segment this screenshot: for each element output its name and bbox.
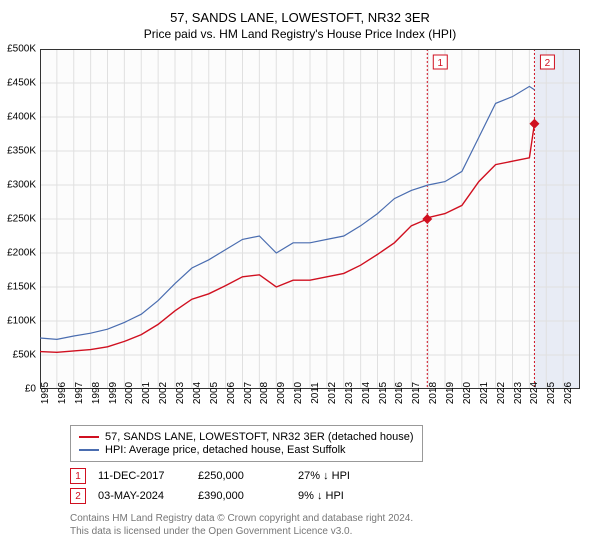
x-tick-label: 2002 <box>158 382 169 404</box>
x-tick-label: 1995 <box>40 382 51 404</box>
x-tick-label: 2007 <box>243 382 254 404</box>
x-tick-label: 2018 <box>428 382 439 404</box>
y-tick-label: £450K <box>7 78 36 89</box>
x-tick-label: 1997 <box>74 382 85 404</box>
x-tick-label: 2016 <box>394 382 405 404</box>
legend-item: 57, SANDS LANE, LOWESTOFT, NR32 3ER (det… <box>79 431 414 443</box>
x-tick-label: 2008 <box>259 382 270 404</box>
x-tick-label: 2017 <box>411 382 422 404</box>
y-tick-label: £300K <box>7 180 36 191</box>
legend-swatch <box>79 436 99 438</box>
x-tick-label: 2012 <box>327 382 338 404</box>
sale-price: £390,000 <box>198 490 298 502</box>
x-tick-label: 2010 <box>293 382 304 404</box>
price-chart: 12 £0£50K£100K£150K£200K£250K£300K£350K£… <box>40 49 580 389</box>
svg-text:1: 1 <box>438 58 444 69</box>
x-tick-label: 1999 <box>108 382 119 404</box>
y-tick-label: £250K <box>7 214 36 225</box>
sale-price: £250,000 <box>198 470 298 482</box>
sale-marker-box: 2 <box>70 488 86 504</box>
sale-row: 2 03-MAY-2024£390,0009% ↓ HPI <box>70 488 580 504</box>
x-tick-label: 2025 <box>546 382 557 404</box>
legend-swatch <box>79 449 99 451</box>
x-tick-label: 2021 <box>479 382 490 404</box>
x-tick-label: 2020 <box>462 382 473 404</box>
x-tick-label: 2013 <box>344 382 355 404</box>
page-title: 57, SANDS LANE, LOWESTOFT, NR32 3ER <box>20 10 580 25</box>
x-tick-label: 2000 <box>124 382 135 404</box>
x-tick-label: 2001 <box>141 382 152 404</box>
page-subtitle: Price paid vs. HM Land Registry's House … <box>20 27 580 41</box>
x-tick-label: 2009 <box>276 382 287 404</box>
x-tick-label: 2024 <box>529 382 540 404</box>
footer: Contains HM Land Registry data © Crown c… <box>70 512 580 538</box>
x-tick-label: 2019 <box>445 382 456 404</box>
y-tick-label: £500K <box>7 44 36 55</box>
legend-label: HPI: Average price, detached house, East… <box>105 444 346 456</box>
x-tick-label: 2006 <box>226 382 237 404</box>
y-tick-label: £350K <box>7 146 36 157</box>
x-tick-label: 2005 <box>209 382 220 404</box>
sales-table: 1 11-DEC-2017£250,00027% ↓ HPI 2 03-MAY-202… <box>20 468 580 504</box>
x-tick-label: 2023 <box>513 382 524 404</box>
y-tick-label: £400K <box>7 112 36 123</box>
x-tick-label: 2003 <box>175 382 186 404</box>
x-tick-label: 2022 <box>496 382 507 404</box>
y-tick-label: £0 <box>25 384 36 395</box>
footer-line: This data is licensed under the Open Gov… <box>70 525 580 538</box>
x-tick-label: 2015 <box>378 382 389 404</box>
sale-date: 03-MAY-2024 <box>98 490 198 502</box>
y-tick-label: £50K <box>13 350 36 361</box>
footer-line: Contains HM Land Registry data © Crown c… <box>70 512 580 525</box>
svg-text:2: 2 <box>545 58 551 69</box>
x-tick-label: 2014 <box>361 382 372 404</box>
x-tick-label: 2004 <box>192 382 203 404</box>
x-tick-label: 2011 <box>310 382 321 404</box>
sale-hpi-diff: 9% ↓ HPI <box>298 490 398 502</box>
legend: 57, SANDS LANE, LOWESTOFT, NR32 3ER (det… <box>70 425 423 462</box>
chart-svg: 12 <box>40 49 580 389</box>
x-tick-label: 1996 <box>57 382 68 404</box>
y-tick-label: £200K <box>7 248 36 259</box>
legend-item: HPI: Average price, detached house, East… <box>79 444 414 456</box>
x-tick-label: 2026 <box>563 382 574 404</box>
y-tick-label: £100K <box>7 316 36 327</box>
sale-row: 1 11-DEC-2017£250,00027% ↓ HPI <box>70 468 580 484</box>
legend-label: 57, SANDS LANE, LOWESTOFT, NR32 3ER (det… <box>105 431 414 443</box>
sale-marker-box: 1 <box>70 468 86 484</box>
x-tick-label: 1998 <box>91 382 102 404</box>
sale-hpi-diff: 27% ↓ HPI <box>298 470 398 482</box>
sale-date: 11-DEC-2017 <box>98 470 198 482</box>
y-tick-label: £150K <box>7 282 36 293</box>
